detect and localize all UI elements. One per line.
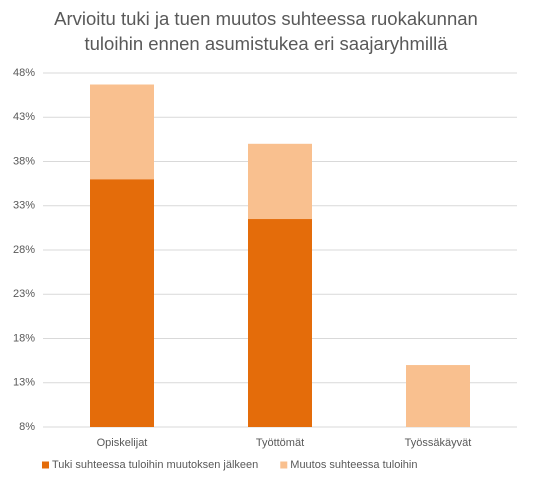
chart-title: Arvioitu tuki ja tuen muutos suhteessa r… bbox=[54, 8, 478, 29]
chart-title: tuloihin ennen asumistukea eri saajaryhm… bbox=[85, 33, 449, 54]
bar bbox=[90, 179, 154, 427]
legend-label: Tuki suhteessa tuloihin muutoksen jälkee… bbox=[52, 459, 258, 471]
y-tick-label: 28% bbox=[13, 244, 35, 256]
bar bbox=[248, 143, 312, 220]
legend-label: Muutos suhteessa tuloihin bbox=[290, 459, 417, 471]
x-tick-label: Opiskelijat bbox=[97, 437, 148, 449]
x-tick-label: Työttömät bbox=[256, 437, 304, 449]
y-tick-label: 8% bbox=[19, 421, 35, 433]
y-tick-label: 48% bbox=[13, 67, 35, 79]
y-tick-label: 43% bbox=[13, 111, 35, 123]
x-tick-label: Työssäkäyvät bbox=[405, 437, 472, 449]
legend-swatch bbox=[42, 461, 49, 469]
y-tick-label: 13% bbox=[13, 377, 35, 389]
y-tick-label: 33% bbox=[13, 200, 35, 212]
y-tick-label: 18% bbox=[13, 332, 35, 344]
bar bbox=[90, 84, 154, 180]
y-tick-label: 38% bbox=[13, 155, 35, 167]
y-tick-label: 23% bbox=[13, 288, 35, 300]
legend-swatch bbox=[280, 461, 288, 469]
bar bbox=[248, 219, 312, 427]
bar bbox=[406, 365, 470, 427]
